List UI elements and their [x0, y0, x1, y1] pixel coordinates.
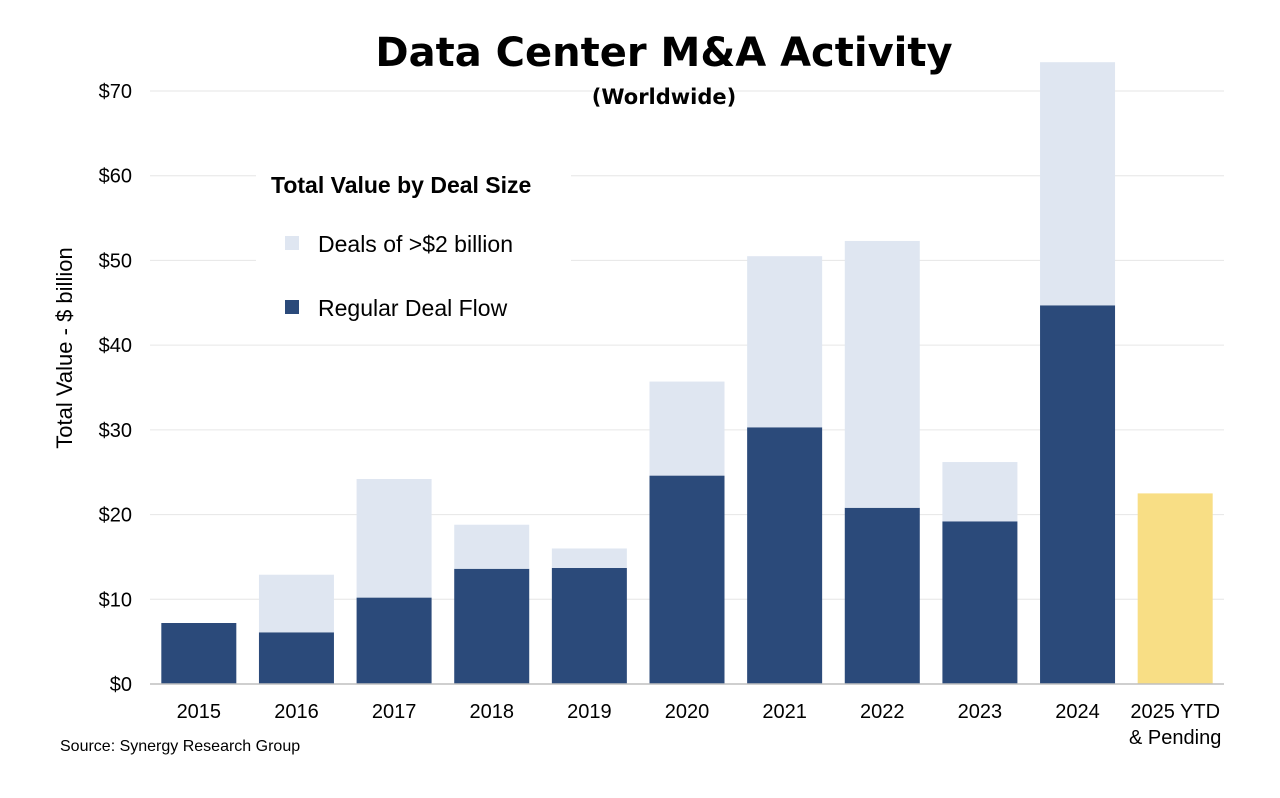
x-tick-label: 2024	[1055, 701, 1100, 723]
chart-subtitle: (Worldwide)	[592, 85, 737, 109]
y-tick-label: $60	[99, 166, 132, 188]
y-tick-label: $10	[99, 589, 132, 611]
bar-regular-deal-flow-2015	[161, 623, 237, 684]
y-tick-label: $50	[99, 250, 132, 272]
bar-deals-of-2-billion-2018	[454, 524, 530, 569]
y-axis-ticks: $0 $10 $20 $30 $40 $50 $60 $70	[99, 81, 132, 696]
y-tick-label: $40	[99, 335, 132, 357]
bar-deals-of-2-billion-2016	[258, 574, 334, 633]
x-tick-label: 2016	[274, 701, 319, 723]
y-tick-label: $70	[99, 81, 132, 103]
bar-regular-deal-flow-2022	[844, 507, 920, 684]
bar-regular-deal-flow-2017	[356, 597, 432, 684]
x-tick-label: 2020	[665, 701, 710, 723]
bar-deals-of-2-billion-2023	[942, 462, 1018, 522]
x-tick-label: 2025 YTD & Pending	[1129, 701, 1221, 749]
source-note: Source: Synergy Research Group	[60, 738, 300, 755]
bar-deals-of-2-billion-2017	[356, 478, 432, 598]
y-tick-label: $20	[99, 505, 132, 527]
legend-label-deals-over-2b: Deals of >$2 billion	[318, 231, 513, 257]
y-axis-label: Total Value - $ billion	[52, 247, 77, 448]
x-tick-label: 2018	[469, 701, 514, 723]
x-tick-label: 2023	[958, 701, 1003, 723]
x-tick-label: 2017	[372, 701, 417, 723]
bar-regular-deal-flow-2020	[649, 475, 725, 684]
bar-deals-of-2-billion-2020	[649, 381, 725, 476]
x-tick-label: 2019	[567, 701, 612, 723]
y-tick-label: $30	[99, 420, 132, 442]
x-tick-label: 2015	[177, 701, 222, 723]
bar-deals-of-2-billion-2024	[1040, 62, 1116, 306]
bar-deals-of-2-billion-2021	[747, 256, 823, 428]
legend-swatch-deals-over-2b	[285, 236, 299, 250]
legend-label-regular-deal-flow: Regular Deal Flow	[318, 295, 508, 321]
chart-title: Data Center M&A Activity	[375, 30, 952, 76]
x-tick-label: 2022	[860, 701, 905, 723]
legend-background	[256, 160, 571, 330]
bar-deals-of-2-billion-2022	[844, 240, 920, 508]
bar-regular-deal-flow-2018	[454, 568, 530, 684]
bar-regular-deal-flow-2021	[747, 427, 823, 684]
x-axis-ticks: 2015 2016 2017 2018 2019 2020 2021 2022 2023 2024…	[177, 701, 1222, 749]
bars	[161, 62, 1213, 684]
bar-2025-ytd-pending-2025-ytd-pending	[1137, 493, 1213, 684]
y-tick-label: $0	[110, 674, 132, 696]
legend-swatch-regular-deal-flow	[285, 300, 299, 314]
bar-regular-deal-flow-2019	[551, 567, 627, 684]
bar-regular-deal-flow-2023	[942, 521, 1018, 684]
bar-regular-deal-flow-2024	[1040, 305, 1116, 684]
bar-deals-of-2-billion-2019	[551, 548, 627, 568]
legend: Total Value by Deal Size Deals of >$2 bi…	[256, 160, 571, 330]
bar-regular-deal-flow-2016	[258, 632, 334, 684]
legend-title: Total Value by Deal Size	[271, 172, 531, 198]
x-tick-label: 2021	[762, 701, 807, 723]
